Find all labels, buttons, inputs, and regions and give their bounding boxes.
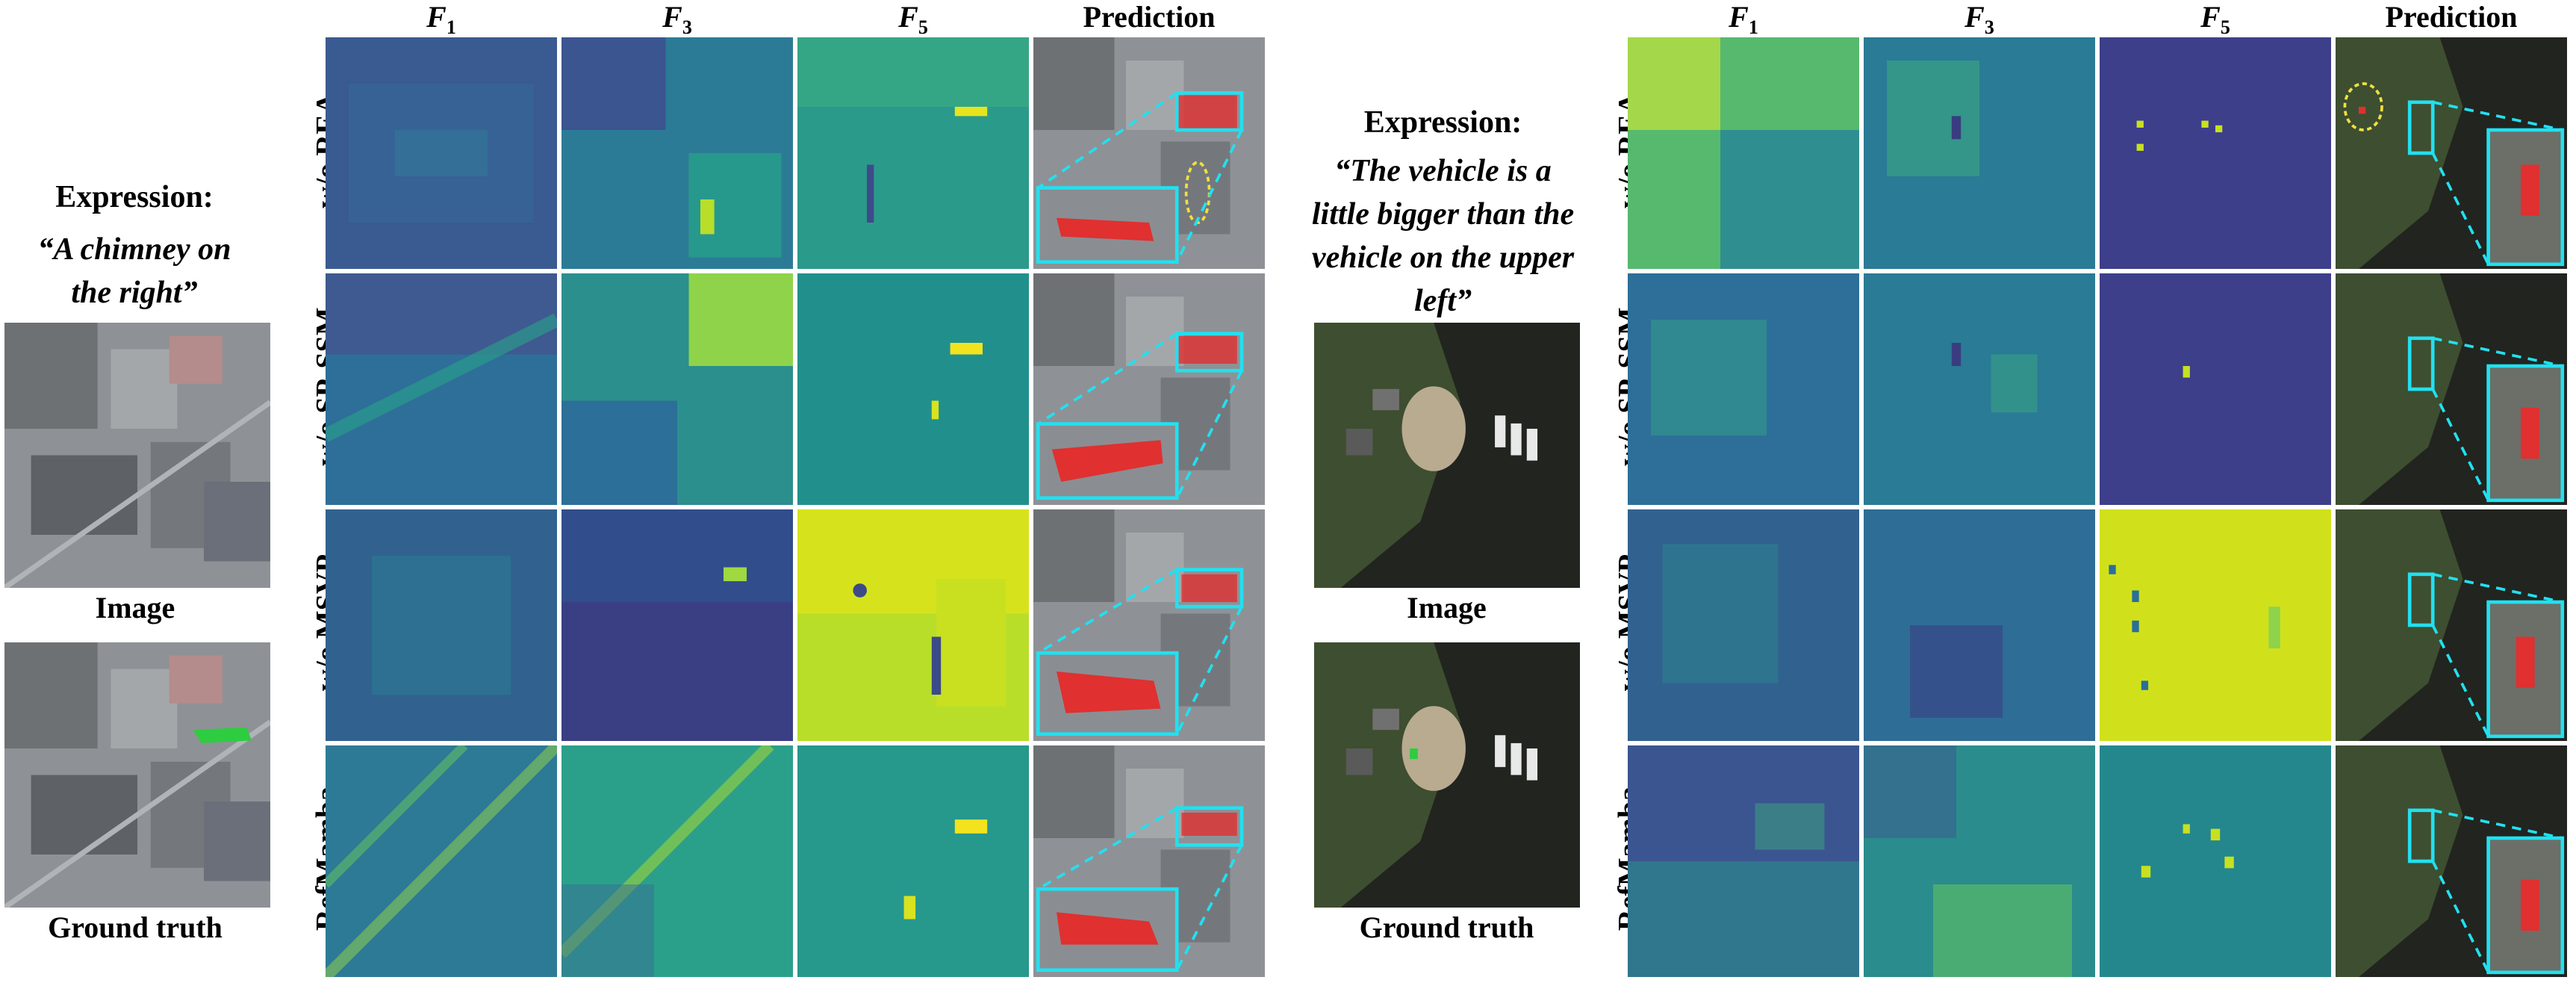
left-gt-mask — [193, 727, 252, 743]
right-gt-caption: Ground truth — [1359, 911, 1534, 944]
left-expression-title: Expression: — [55, 180, 214, 214]
left-image-caption: Image — [95, 591, 175, 624]
left-expression-text: “A chimney on the right” — [37, 232, 231, 310]
right-feature-map — [2100, 37, 2331, 269]
left-feature-map — [326, 273, 557, 505]
right-feature-map — [1864, 37, 2095, 269]
left-col-header-f1: F1 — [426, 0, 456, 38]
right-col-header-f3: F3 — [1964, 0, 1994, 38]
left-col-header-prediction: Prediction — [1083, 0, 1216, 34]
left-gt-caption: Ground truth — [48, 911, 223, 944]
left-panel: Expression: “A chimney on the right” Ima… — [0, 0, 1269, 983]
right-col-header-prediction: Prediction — [2385, 0, 2518, 34]
right-prediction — [2336, 273, 2567, 505]
right-feature-map — [1628, 509, 1859, 741]
left-feature-map — [561, 37, 793, 269]
left-feature-map — [326, 37, 557, 269]
right-col-header-f5: F5 — [2200, 0, 2230, 38]
left-feature-map — [326, 745, 557, 977]
right-feature-map — [2100, 509, 2331, 741]
left-feature-map — [561, 509, 793, 741]
left-feature-map — [797, 745, 1029, 977]
left-col-header-f3: F3 — [662, 0, 692, 38]
right-panel: Expression: “The vehicle is a little big… — [1299, 0, 2576, 983]
left-feature-map — [326, 509, 557, 741]
right-expression-text: “The vehicle is a little bigger than the… — [1311, 154, 1575, 318]
right-feature-map — [1628, 273, 1859, 505]
left-feature-map — [797, 509, 1029, 741]
right-feature-map — [1864, 273, 2095, 505]
right-expression-title: Expression: — [1363, 105, 1522, 140]
left-feature-map — [561, 745, 793, 977]
left-prediction — [1033, 273, 1265, 505]
right-feature-map — [1864, 745, 2095, 977]
left-prediction — [1033, 745, 1265, 977]
right-prediction — [2336, 509, 2567, 741]
right-source-image — [1314, 323, 1580, 588]
right-feature-map — [2100, 745, 2331, 977]
right-ground-truth-image — [1314, 642, 1580, 908]
left-col-header-f5: F5 — [898, 0, 928, 38]
right-feature-map — [1628, 37, 1859, 269]
right-col-header-f1: F1 — [1729, 0, 1758, 38]
left-feature-map — [797, 37, 1029, 269]
right-prediction — [2336, 37, 2567, 269]
right-image-caption: Image — [1407, 591, 1487, 624]
left-ground-truth-image — [4, 642, 270, 908]
right-feature-map — [2100, 273, 2331, 505]
right-feature-map — [1864, 509, 2095, 741]
right-gt-mask — [1410, 748, 1418, 760]
left-prediction — [1033, 509, 1265, 741]
left-source-image — [4, 323, 270, 588]
right-prediction — [2336, 745, 2567, 977]
left-prediction — [1033, 37, 1265, 269]
left-feature-map — [561, 273, 793, 505]
right-feature-map — [1628, 745, 1859, 977]
left-feature-map — [797, 273, 1029, 505]
